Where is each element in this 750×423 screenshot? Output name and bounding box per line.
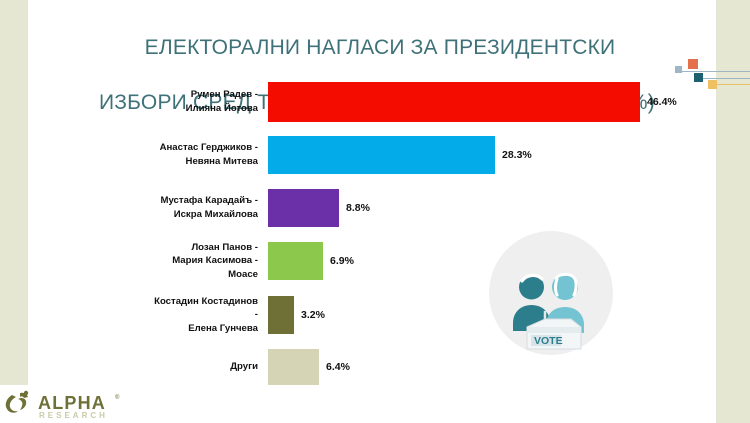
bar-value-label: 46.4% (647, 96, 677, 108)
bar-value-label: 28.3% (502, 149, 532, 161)
bar-category-label: Лозан Панов - Мария Касимова - Моасе (172, 241, 258, 280)
bar (268, 242, 323, 280)
bar (268, 296, 294, 334)
decorative-squares-group (672, 56, 750, 90)
decorative-line (698, 78, 750, 79)
chart-row: Лозан Панов - Мария Касимова - Моасе 6.9% (28, 242, 718, 280)
bar-value-label: 6.4% (326, 361, 350, 373)
logo-name: ALPHA (38, 393, 106, 413)
bar-track: 6.9% (268, 242, 718, 280)
logo-subtitle: RESEARCH (39, 411, 108, 420)
bar (268, 189, 339, 227)
decorative-square (688, 59, 698, 69)
chart-row: Други 6.4% (28, 349, 718, 385)
bar-chart: Румен Радев - Илияна Йотова 46.4% Анастас … (28, 74, 718, 394)
decorative-square (694, 73, 703, 82)
bar-category-label: Други (230, 361, 258, 373)
voters-with-ballot-box-illustration: VOTE (489, 231, 613, 355)
bar-track: 3.2% (268, 296, 718, 334)
ballot-box-vote-text: VOTE (534, 335, 563, 347)
bar-track: 6.4% (268, 349, 718, 385)
right-edge-strip (716, 0, 750, 423)
bar (268, 136, 495, 174)
illustration-figures-icon: VOTE (513, 272, 584, 350)
bar-track: 28.3% (268, 136, 718, 174)
title-line-1: ЕЛЕКТОРАЛНИ НАГЛАСИ ЗА ПРЕЗИДЕНТСКИ (144, 35, 616, 59)
decorative-line (716, 84, 750, 85)
decorative-square (708, 80, 717, 89)
bar-category-label: Костадин Костадинов - Елена Гунчева (154, 295, 258, 334)
logo-trademark: ® (115, 394, 120, 401)
bar-category-label: Анастас Герджиков - Невяна Митева (159, 142, 258, 167)
chart-row: Мустафа Карадайъ - Искра Михайлова 8.8% (28, 189, 718, 227)
bar (268, 349, 319, 385)
bar-value-label: 8.8% (346, 202, 370, 214)
bar-value-label: 6.9% (330, 255, 354, 267)
bar-track: 46.4% (268, 82, 718, 122)
alpha-research-logo: ALPHA ® RESEARCH (0, 385, 150, 423)
bar (268, 82, 640, 122)
chart-row: Румен Радев - Илияна Йотова 46.4% (28, 82, 718, 122)
decorative-square (675, 66, 682, 73)
decorative-line (682, 71, 750, 72)
chart-row: Анастас Герджиков - Невяна Митева 28.3% (28, 136, 718, 174)
bar-value-label: 3.2% (301, 309, 325, 321)
bar-track: 8.8% (268, 189, 718, 227)
chart-row: Костадин Костадинов - Елена Гунчева 3.2% (28, 296, 718, 334)
bar-category-label: Мустафа Карадайъ - Искра Михайлова (160, 195, 258, 220)
left-edge-strip (0, 0, 28, 423)
bar-category-label: Румен Радев - Илияна Йотова (185, 89, 258, 114)
